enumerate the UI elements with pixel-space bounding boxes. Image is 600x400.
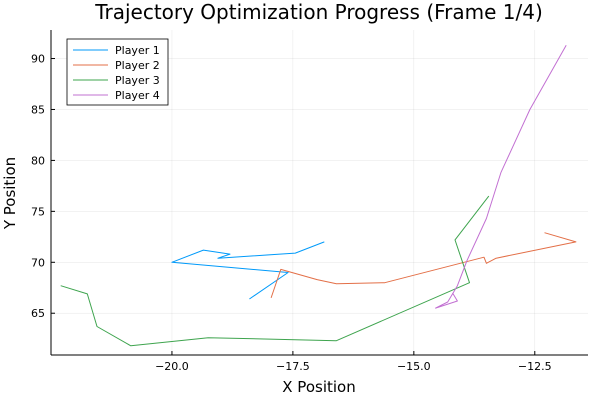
grid bbox=[51, 30, 588, 355]
legend-label: Player 4 bbox=[115, 89, 160, 102]
legend-label: Player 2 bbox=[115, 59, 160, 72]
y-tick-label: 85 bbox=[31, 103, 45, 116]
y-axis-label: Y Position bbox=[1, 157, 19, 230]
series-line-player-3 bbox=[60, 195, 490, 347]
series-line-player-2 bbox=[270, 232, 577, 299]
x-tick-label: −20.0 bbox=[155, 360, 189, 373]
legend-label: Player 1 bbox=[115, 44, 160, 57]
legend-label: Player 3 bbox=[115, 74, 160, 87]
series bbox=[60, 45, 577, 347]
axes bbox=[50, 30, 588, 356]
y-tick-label: 80 bbox=[31, 154, 45, 167]
series-line-player-1 bbox=[171, 241, 325, 300]
x-tick-label: −12.5 bbox=[518, 360, 552, 373]
chart-title: Trajectory Optimization Progress (Frame … bbox=[94, 0, 543, 24]
series-line-player-4 bbox=[435, 45, 567, 309]
y-tick-label: 90 bbox=[31, 53, 45, 66]
y-tick-label: 65 bbox=[31, 307, 45, 320]
legend: Player 1 Player 2 Player 3 Player 4 bbox=[66, 38, 169, 106]
x-axis-label: X Position bbox=[282, 378, 355, 396]
y-tick-label: 75 bbox=[31, 205, 45, 218]
x-tick-label: −17.5 bbox=[276, 360, 310, 373]
ticks: −20.0 −17.5 −15.0 −12.5 65 70 75 80 85 90 bbox=[31, 53, 552, 373]
x-tick-label: −15.0 bbox=[397, 360, 431, 373]
y-tick-label: 70 bbox=[31, 256, 45, 269]
